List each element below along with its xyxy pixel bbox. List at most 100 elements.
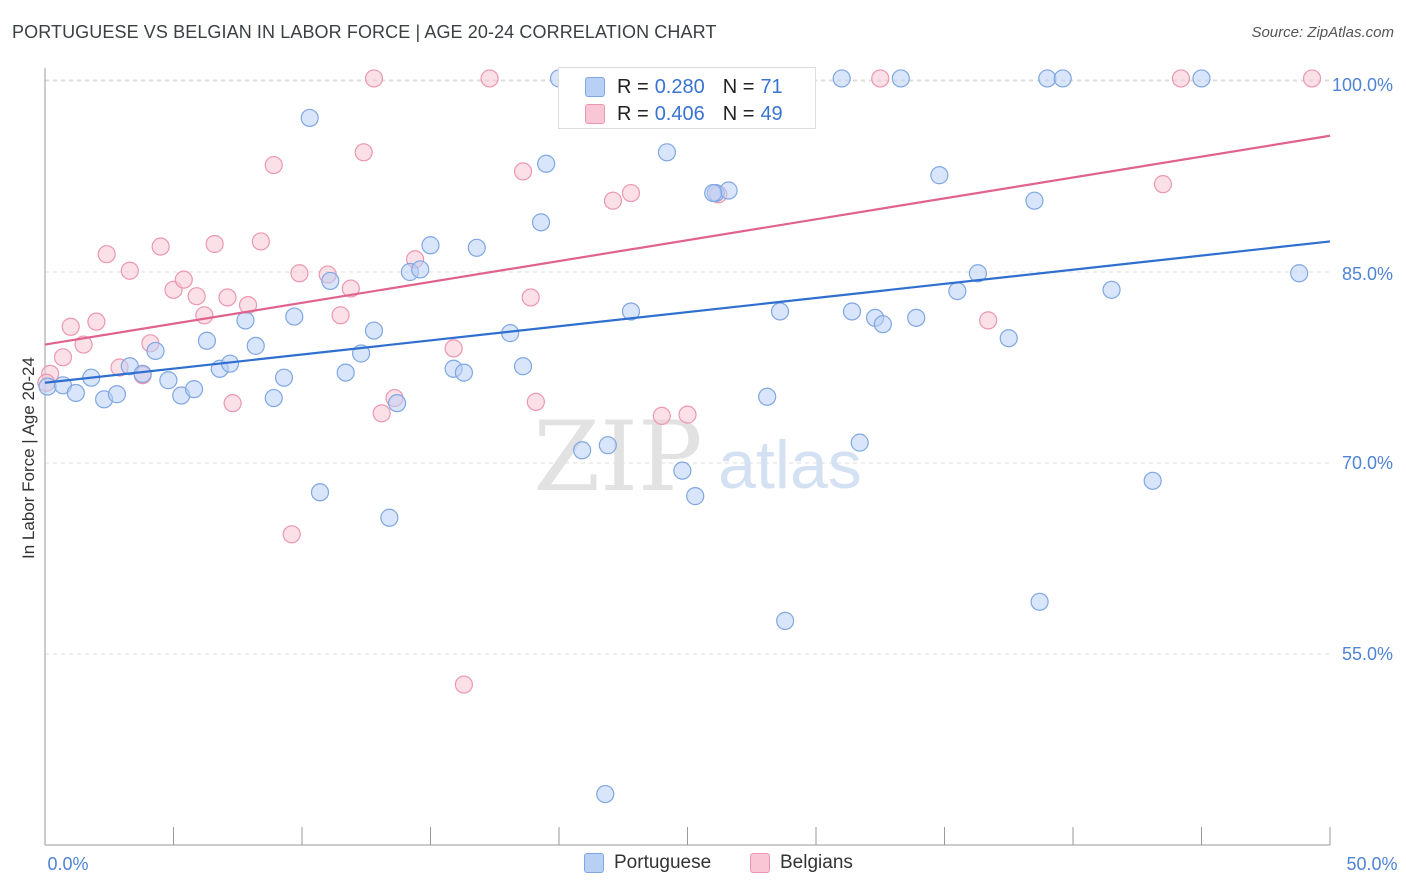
legend-row-belgians: R = 0.406 N = 49 — [585, 102, 783, 126]
portuguese-point — [704, 183, 723, 203]
belgians-point — [354, 143, 373, 162]
bottom-legend-portuguese: Portuguese — [584, 852, 711, 874]
portuguese-point — [596, 784, 615, 804]
legend-n-value: 71 — [760, 75, 783, 98]
portuguese-trend-line — [44, 240, 1331, 384]
portuguese-point — [758, 387, 777, 406]
axes — [44, 68, 1331, 846]
trend-lines — [44, 134, 1331, 384]
portuguese-point — [1030, 592, 1049, 611]
portuguese-point — [274, 368, 294, 387]
belgians-point — [264, 155, 283, 175]
bottom-legend: Portuguese Belgians — [0, 852, 1406, 876]
legend-n-label: N = — [722, 75, 755, 98]
legend-r-label: R = — [617, 102, 649, 125]
portuguese-point — [719, 181, 738, 200]
portuguese-point — [421, 236, 440, 255]
portuguese-point — [66, 383, 85, 403]
belgians-point — [151, 237, 170, 256]
portuguese-points — [38, 69, 1309, 804]
belgians-point — [174, 270, 193, 289]
legend-n-label: N = — [722, 102, 755, 125]
y-tick-label: 55.0% — [1342, 644, 1393, 664]
belgians-point — [61, 317, 80, 336]
portuguese-point — [1290, 264, 1309, 283]
portuguese-point — [1192, 69, 1211, 88]
portuguese-point — [842, 302, 862, 321]
portuguese-point — [380, 508, 399, 527]
legend-r-label: R = — [617, 75, 649, 98]
watermark-atlas: atlas — [718, 427, 862, 503]
belgians-point — [251, 232, 270, 251]
belgians-point — [282, 525, 301, 544]
portuguese-point — [364, 321, 384, 340]
y-tick-label: 100.0% — [1332, 75, 1393, 95]
portuguese-point — [930, 166, 949, 185]
portuguese-point — [300, 108, 319, 128]
belgians-points — [37, 69, 1322, 694]
belgians-point — [603, 191, 623, 210]
portuguese-point — [1102, 280, 1121, 299]
belgians-point — [513, 162, 533, 181]
portuguese-point — [873, 315, 892, 334]
belgians-point — [526, 392, 545, 411]
belgians-point — [979, 311, 998, 330]
portuguese-point — [907, 308, 926, 327]
belgians-point — [454, 675, 474, 694]
belgians-point — [223, 394, 242, 413]
bottom-legend-label: Portuguese — [614, 852, 712, 873]
source-label: Source: ZipAtlas.com — [1251, 24, 1394, 41]
belgians-point — [621, 183, 641, 203]
bottom-swatch-belgians — [750, 853, 770, 873]
portuguese-point — [891, 69, 910, 88]
y-axis-label: In Labor Force | Age 20-24 — [19, 357, 38, 559]
bottom-swatch-portuguese — [584, 853, 604, 873]
portuguese-point — [197, 331, 217, 350]
portuguese-point — [621, 302, 641, 321]
portuguese-point — [598, 436, 617, 455]
belgians-point — [480, 69, 499, 88]
portuguese-point — [531, 213, 551, 232]
belgians-point — [87, 312, 106, 331]
portuguese-point — [832, 69, 851, 88]
belgians-point — [372, 404, 391, 423]
portuguese-point — [264, 388, 283, 408]
portuguese-point — [657, 143, 677, 162]
chart-title: PORTUGUESE VS BELGIAN IN LABOR FORCE | A… — [12, 22, 717, 42]
portuguese-point — [184, 380, 204, 399]
belgians-point — [871, 69, 890, 88]
belgians-point — [74, 335, 93, 354]
bottom-legend-belgians: Belgians — [750, 852, 853, 874]
belgians-point — [331, 306, 350, 325]
portuguese-point — [159, 371, 178, 390]
portuguese-point — [411, 260, 430, 279]
portuguese-point — [686, 487, 705, 506]
belgians-trend-line — [44, 134, 1331, 346]
belgians-point — [364, 69, 384, 88]
legend-swatch-portuguese — [585, 77, 605, 97]
x-tick-label-left: 0.0% — [47, 854, 88, 874]
portuguese-point — [1025, 191, 1044, 210]
belgians-point — [53, 348, 73, 367]
belgians-point — [678, 405, 697, 424]
portuguese-point — [236, 311, 255, 330]
portuguese-point — [467, 238, 486, 257]
portuguese-point — [770, 302, 790, 321]
legend-swatch-belgians — [585, 104, 605, 124]
legend-row-portuguese: R = 0.280 N = 71 — [585, 75, 783, 99]
bottom-legend-label: Belgians — [780, 852, 853, 873]
belgians-point — [1171, 69, 1191, 88]
stats-legend: R = 0.280 N = 71 R = 0.406 N = 49 — [558, 67, 816, 129]
belgians-point — [218, 288, 237, 307]
belgians-point — [97, 245, 116, 264]
portuguese-point — [1053, 69, 1072, 88]
portuguese-point — [336, 363, 355, 382]
legend-r-value: 0.406 — [654, 102, 705, 125]
belgians-point — [652, 406, 671, 425]
portuguese-point — [310, 483, 330, 502]
belgians-point — [205, 234, 224, 254]
portuguese-point — [573, 441, 592, 460]
portuguese-point — [537, 154, 556, 173]
portuguese-point — [285, 307, 304, 326]
